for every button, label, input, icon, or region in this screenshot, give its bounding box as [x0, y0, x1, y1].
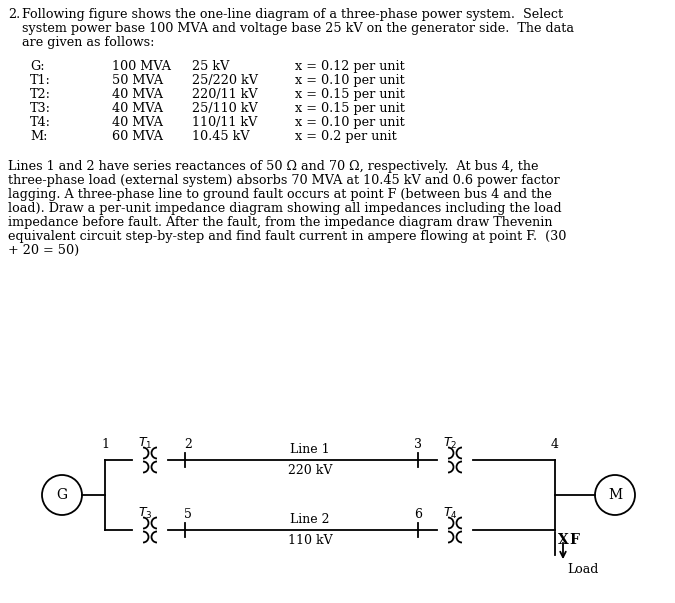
- Text: 2: 2: [184, 438, 192, 451]
- Text: 110/11 kV: 110/11 kV: [192, 116, 257, 129]
- Text: G: G: [57, 488, 68, 502]
- Text: equivalent circuit step-by-step and find fault current in ampere flowing at poin: equivalent circuit step-by-step and find…: [8, 230, 566, 243]
- Text: $T_1$: $T_1$: [138, 436, 152, 451]
- Text: 40 MVA: 40 MVA: [112, 102, 163, 115]
- Text: 110 kV: 110 kV: [288, 534, 332, 547]
- Text: 25 kV: 25 kV: [192, 60, 230, 73]
- Text: x = 0.15 per unit: x = 0.15 per unit: [295, 102, 405, 115]
- Text: $T_3$: $T_3$: [138, 506, 153, 521]
- Text: x = 0.10 per unit: x = 0.10 per unit: [295, 116, 405, 129]
- Text: 1: 1: [101, 438, 109, 451]
- Text: are given as follows:: are given as follows:: [22, 36, 155, 49]
- Text: 2.: 2.: [8, 8, 20, 21]
- Text: 3: 3: [414, 438, 422, 451]
- Text: M: M: [608, 488, 622, 502]
- Text: 50 MVA: 50 MVA: [112, 74, 163, 87]
- Text: $T_4$: $T_4$: [443, 506, 457, 521]
- Text: T2:: T2:: [30, 88, 51, 101]
- Text: x = 0.15 per unit: x = 0.15 per unit: [295, 88, 405, 101]
- Text: x = 0.2 per unit: x = 0.2 per unit: [295, 130, 397, 143]
- Text: system power base 100 MVA and voltage base 25 kV on the generator side.  The dat: system power base 100 MVA and voltage ba…: [22, 22, 574, 35]
- Text: Line 1: Line 1: [290, 443, 330, 456]
- Text: 220 kV: 220 kV: [288, 464, 332, 477]
- Text: G:: G:: [30, 60, 45, 73]
- Text: Line 2: Line 2: [290, 513, 330, 526]
- Text: Following figure shows the one-line diagram of a three-phase power system.  Sele: Following figure shows the one-line diag…: [22, 8, 563, 21]
- Text: 220/11 kV: 220/11 kV: [192, 88, 258, 101]
- Text: F: F: [569, 533, 579, 547]
- Text: 60 MVA: 60 MVA: [112, 130, 163, 143]
- Text: 4: 4: [551, 438, 559, 451]
- Text: lagging. A three-phase line to ground fault occurs at point F (between bus 4 and: lagging. A three-phase line to ground fa…: [8, 188, 552, 201]
- Text: 100 MVA: 100 MVA: [112, 60, 171, 73]
- Text: load). Draw a per-unit impedance diagram showing all impedances including the lo: load). Draw a per-unit impedance diagram…: [8, 202, 562, 215]
- Text: 6: 6: [414, 508, 422, 521]
- Text: M:: M:: [30, 130, 47, 143]
- Text: 25/220 kV: 25/220 kV: [192, 74, 258, 87]
- Text: T1:: T1:: [30, 74, 51, 87]
- Text: 25/110 kV: 25/110 kV: [192, 102, 258, 115]
- Text: + 20 = 50): + 20 = 50): [8, 244, 79, 257]
- Text: $T_2$: $T_2$: [443, 436, 457, 451]
- Text: 40 MVA: 40 MVA: [112, 88, 163, 101]
- Text: T3:: T3:: [30, 102, 51, 115]
- Text: three-phase load (external system) absorbs 70 MVA at 10.45 kV and 0.6 power fact: three-phase load (external system) absor…: [8, 174, 560, 187]
- Text: x = 0.12 per unit: x = 0.12 per unit: [295, 60, 405, 73]
- Text: x = 0.10 per unit: x = 0.10 per unit: [295, 74, 405, 87]
- Text: Load: Load: [567, 563, 598, 576]
- Text: Lines 1 and 2 have series reactances of 50 Ω and 70 Ω, respectively.  At bus 4, : Lines 1 and 2 have series reactances of …: [8, 160, 539, 173]
- Text: X: X: [558, 533, 569, 547]
- Text: 5: 5: [184, 508, 192, 521]
- Text: 10.45 kV: 10.45 kV: [192, 130, 250, 143]
- Text: impedance before fault. After the fault, from the impedance diagram draw Theveni: impedance before fault. After the fault,…: [8, 216, 553, 229]
- Text: 40 MVA: 40 MVA: [112, 116, 163, 129]
- Text: T4:: T4:: [30, 116, 51, 129]
